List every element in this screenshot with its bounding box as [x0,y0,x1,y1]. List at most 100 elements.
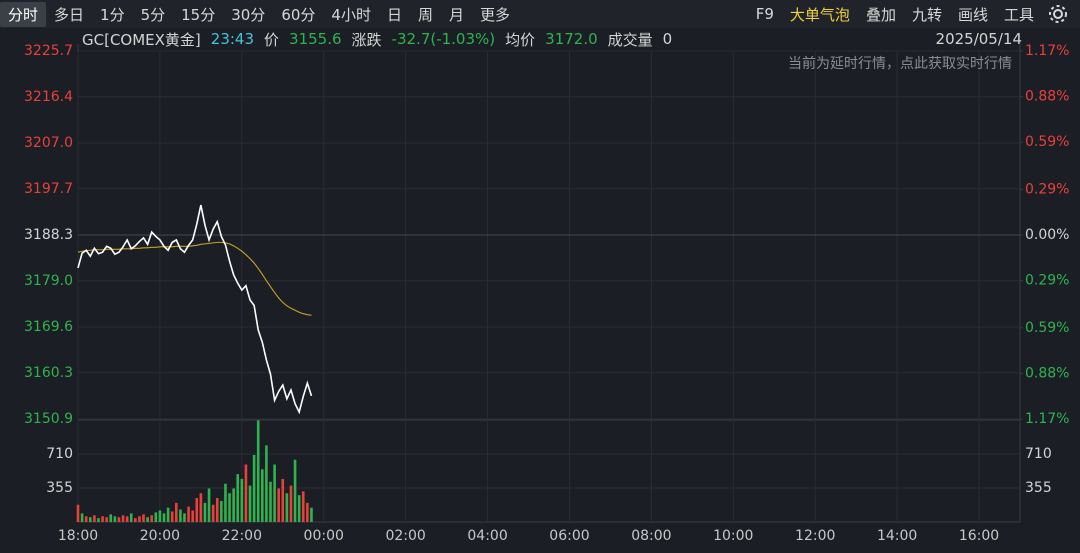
period-tab[interactable]: 周 [417,5,433,24]
x-tick-label: 00:00 [304,528,344,544]
y-tick-label: 3179.0 [24,273,73,289]
x-tick-label: 22:00 [222,528,262,544]
volume-bar [215,498,219,522]
label: 均价 [505,30,536,49]
volume-bar [150,515,154,522]
volume-bar [220,500,223,522]
y-tick-label: 355 [1025,480,1052,496]
change: -32.7(-1.03%) [391,30,496,48]
volume-bar [146,517,149,522]
volume-bar [293,459,297,522]
volume-bar [97,518,100,522]
volume-bar [174,502,178,522]
volume-bar [166,507,170,522]
volume: 0 [662,30,673,48]
tool-button[interactable]: 大单气泡 [789,5,850,24]
toolbar: 分时 多日 1分 5分 15分 30分 60分 4小时日周月更多 F9 大单气泡 叠加 九转 画线 工具 [0,0,1080,28]
volume-bar [277,488,280,522]
label: 成交量 [607,30,653,49]
period-tab[interactable]: 日 [386,5,402,24]
volume-bar [158,510,162,522]
volume-bar [256,420,260,522]
volume-bar [285,493,289,522]
volume-bar [211,504,215,522]
settings-icon[interactable] [1046,2,1070,26]
volume-bar [269,481,272,522]
symbol: GC[COMEX黄金] [82,30,201,49]
period-tab[interactable]: 多日 [54,5,85,24]
volume-bar [236,474,240,522]
y-tick-label: 3160.3 [24,365,73,381]
volume-bar [109,514,113,522]
y-tick-label: 3188.3 [24,227,73,243]
volume-bar [289,485,293,522]
x-tick-label: 04:00 [467,528,507,544]
volume-bar [162,513,166,522]
period-tab[interactable]: 5分 [140,5,166,24]
period-tab[interactable]: 4小时 [331,5,371,24]
y2-tick-label: 1.17% [1025,411,1069,427]
x-tick-label: 18:00 [58,528,98,544]
delay-notice[interactable]: 当前为延时行情，点此获取实时行情 [788,55,1012,72]
period-tab[interactable]: 15分 [181,5,216,24]
period-tab[interactable]: 30分 [231,5,266,24]
tool-button[interactable]: 叠加 [865,5,896,24]
volume-bar [129,513,133,522]
y-tick-label: 355 [46,480,73,496]
volume-bar [301,491,305,522]
y2-tick-label: 0.29% [1025,181,1069,197]
info-bar: GC[COMEX黄金] 23:43 价 3155.6 涨跌 -32.7(-1.0… [82,28,1022,50]
volume-bar [170,511,174,522]
time: 23:43 [210,30,255,48]
volume-bar [183,513,186,522]
volume-bar [142,514,145,522]
y2-tick-label: 0.59% [1025,134,1069,150]
volume-bar [297,495,301,522]
y-tick-label: 3150.9 [24,411,73,427]
period-tabs: 分时 多日 1分 5分 15分 30分 60分 4小时日周月更多 [0,0,518,28]
label: 涨跌 [351,30,382,49]
tool-button[interactable]: F9 [755,5,774,23]
volume-bar [88,517,92,522]
volume-bar [93,515,96,522]
x-tick-label: 10:00 [713,528,753,544]
period-tab[interactable]: 更多 [480,5,511,24]
volume-bar [125,516,129,522]
volume-bar [117,517,121,522]
y2-tick-label: 0.88% [1025,365,1069,381]
y-tick-label: 3225.7 [24,43,73,59]
period-tab[interactable]: 月 [448,5,464,24]
y2-tick-label: 0.59% [1025,320,1069,336]
volume-bar [248,485,252,522]
volume-bar [252,454,256,522]
y2-tick-label: 1.17% [1025,43,1069,59]
volume-bar [105,517,108,522]
volume-bar [138,516,141,522]
volume-bar [228,493,231,522]
period-tab[interactable]: 分时 [0,1,47,27]
x-tick-label: 08:00 [631,528,671,544]
y-tick-label: 3216.4 [24,89,73,105]
x-tick-label: 20:00 [140,528,180,544]
period-tab[interactable]: 1分 [100,5,125,24]
price: 3155.6 [289,30,342,48]
volume-bar [84,516,88,522]
volume-bar [80,513,84,522]
volume-bar [199,493,203,522]
y2-tick-label: 0.00% [1025,227,1069,243]
volume-bar [113,516,117,522]
volume-bar [101,516,104,522]
volume-bar [306,502,309,522]
tool-button[interactable]: 九转 [911,5,942,24]
volume-bar [224,483,227,522]
tool-button[interactable]: 工具 [1003,5,1034,24]
volume-bar [261,469,264,522]
y-tick-label: 3169.6 [24,319,73,335]
volume-bar [310,507,313,522]
volume-bar [179,509,182,522]
tool-button[interactable]: 画线 [957,5,988,24]
period-tab[interactable]: 60分 [281,5,316,24]
avg-price: 3172.0 [545,30,598,48]
y-tick-label: 710 [1025,446,1052,462]
